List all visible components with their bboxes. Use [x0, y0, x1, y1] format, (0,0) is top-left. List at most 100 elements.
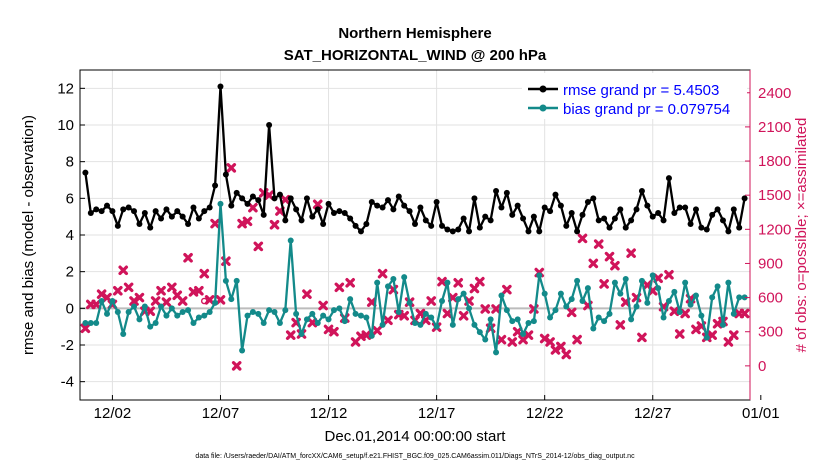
- bias-point: [276, 320, 283, 326]
- rmse-point: [190, 204, 197, 211]
- bias-point: [244, 312, 251, 319]
- bias-point: [422, 310, 429, 317]
- bias-point: [303, 316, 310, 323]
- bias-point: [228, 296, 235, 303]
- y2-tick-label: 1200: [758, 221, 791, 238]
- rmse-point: [309, 213, 316, 220]
- rmse-point: [136, 221, 143, 227]
- bias-point: [158, 303, 165, 310]
- bias-series: [82, 200, 748, 356]
- bias-point: [611, 279, 618, 286]
- obs-assimilated-marker: [318, 300, 328, 311]
- obs-assimilated-marker: [264, 190, 274, 200]
- rmse-point: [271, 195, 278, 202]
- bias-point: [298, 331, 305, 337]
- rmse-point: [568, 210, 575, 216]
- rmse-point: [714, 206, 721, 213]
- rmse-point: [638, 188, 645, 194]
- rmse-point: [633, 206, 640, 213]
- y2-tick-label: 1800: [758, 153, 791, 170]
- rmse-point: [503, 189, 510, 196]
- rmse-point: [601, 215, 608, 222]
- obs-assimilated-marker: [680, 308, 690, 319]
- obs-assimilated-marker: [183, 252, 193, 263]
- bias-point: [741, 294, 748, 301]
- bias-point: [357, 312, 364, 319]
- obs-assimilated-marker: [253, 241, 264, 252]
- obs-assimilated-marker: [707, 330, 717, 340]
- obs-assimilated-marker: [496, 334, 507, 345]
- bias-point: [595, 314, 602, 321]
- legend-rmse-marker: [539, 85, 547, 93]
- bias-point: [395, 309, 402, 315]
- obs-possible-marker: [200, 297, 208, 305]
- x-axis: 12/02 12/07 12/12 12/17 12/22 12/27 01/01: [94, 395, 780, 422]
- rmse-point: [676, 204, 683, 211]
- bias-point: [628, 316, 635, 323]
- rmse-point: [709, 211, 716, 218]
- rmse-point: [541, 204, 548, 211]
- obs-assimilated-marker: [637, 332, 647, 343]
- rmse-point: [514, 202, 521, 209]
- obs-assimilated-marker: [150, 296, 161, 306]
- obs-assimilated-marker: [302, 289, 312, 299]
- bias-point: [514, 316, 521, 323]
- rmse-point: [547, 208, 554, 215]
- rmse-point: [628, 217, 635, 224]
- bias-point: [482, 336, 489, 343]
- obs-assimilated-marker: [556, 341, 566, 352]
- bias-point: [131, 303, 138, 310]
- obs-assimilated-marker: [312, 199, 323, 210]
- rmse-point: [557, 202, 564, 209]
- rmse-point: [649, 213, 656, 220]
- bias-point: [98, 298, 105, 304]
- obs-assimilated-marker: [437, 276, 447, 287]
- rmse-point: [222, 171, 229, 178]
- bias-point: [574, 277, 581, 284]
- obs-assimilated-marker: [728, 330, 739, 340]
- rmse-point: [406, 208, 413, 215]
- bias-point: [266, 307, 273, 314]
- obs-assimilated-marker: [458, 310, 469, 321]
- obs-assimilated-marker: [626, 248, 636, 259]
- bias-point: [568, 296, 575, 303]
- rmse-point: [357, 228, 364, 235]
- bias-point: [563, 303, 570, 310]
- obs-assimilated-marker: [480, 304, 491, 314]
- obs-assimilated-marker: [593, 239, 604, 249]
- bias-point: [698, 312, 705, 319]
- obs-assimilated-marker: [572, 334, 582, 345]
- rmse-point: [655, 210, 662, 216]
- obs-assimilated-marker: [512, 326, 523, 337]
- obs-assimilated-marker: [134, 292, 145, 303]
- rmse-point: [266, 122, 273, 128]
- bias-point: [714, 283, 721, 290]
- rmse-point: [206, 204, 213, 211]
- bias-point: [271, 309, 278, 315]
- bias-point: [682, 279, 689, 286]
- obs-assimilated-marker: [145, 306, 156, 317]
- obs-assimilated-marker: [588, 258, 599, 269]
- bias-point: [455, 296, 462, 303]
- bias-point: [368, 332, 375, 339]
- bias-point: [503, 307, 510, 314]
- rmse-point: [168, 213, 175, 220]
- obs-assimilated-marker: [226, 163, 237, 173]
- obs-assimilated-marker: [577, 233, 588, 244]
- bias-point: [336, 305, 343, 312]
- y-tick-label: -2: [61, 337, 74, 354]
- rmse-point: [114, 222, 121, 229]
- rmse-point: [530, 213, 537, 220]
- legend: rmse grand pr = 5.4503 bias grand pr = 0…: [522, 73, 747, 119]
- obs-assimilated-marker: [507, 337, 518, 347]
- x-tick-label: 01/01: [742, 405, 780, 422]
- rmse-point: [287, 195, 294, 202]
- obs-assimilated-marker: [566, 307, 577, 318]
- rmse-point: [444, 226, 451, 233]
- bias-point: [530, 318, 537, 325]
- bias-point: [260, 320, 267, 326]
- rmse-point: [330, 210, 337, 216]
- rmse-point: [487, 217, 494, 224]
- rmse-point: [525, 228, 532, 235]
- bias-point: [633, 303, 640, 310]
